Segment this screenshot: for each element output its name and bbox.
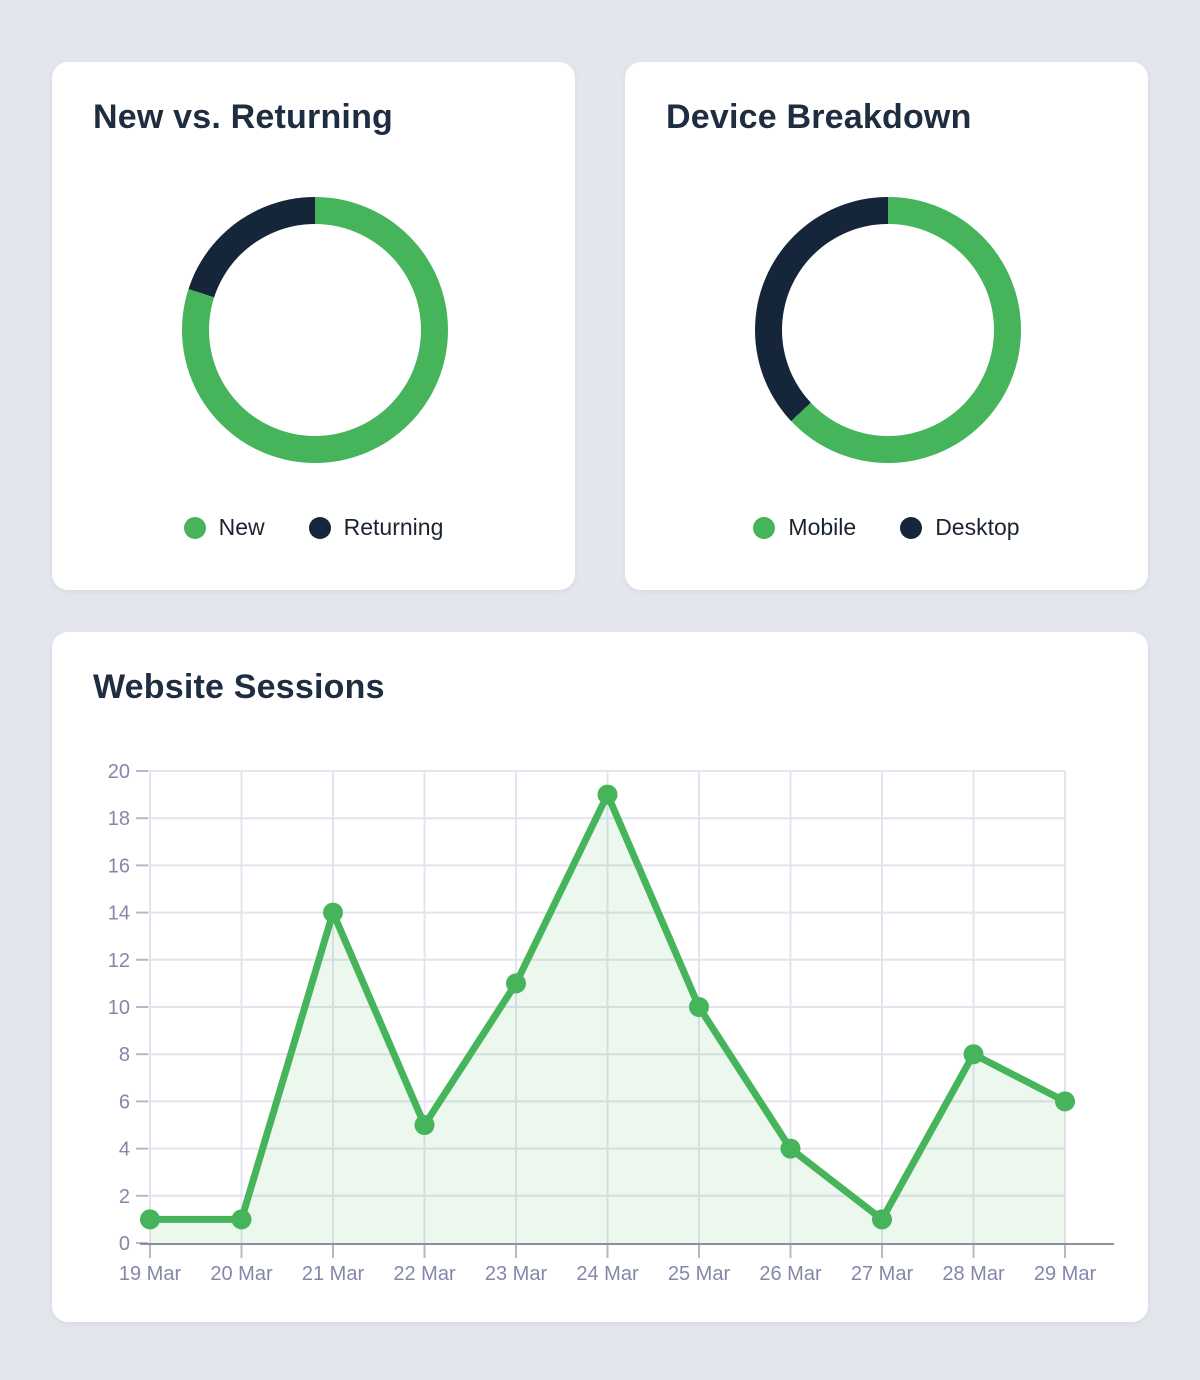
legend-dot-mobile (753, 516, 776, 539)
legend-device-breakdown: Mobile Desktop (625, 514, 1148, 541)
card-device-breakdown: Device Breakdown Mobile Desktop (625, 62, 1148, 590)
svg-text:8: 8 (119, 1044, 130, 1066)
svg-text:0: 0 (119, 1233, 130, 1255)
legend-dot-desktop (900, 516, 923, 539)
svg-text:4: 4 (119, 1139, 130, 1161)
legend-label-desktop: Desktop (935, 514, 1020, 540)
card-new-vs-returning: New vs. Returning New Returning (52, 62, 575, 590)
svg-text:20 Mar: 20 Mar (210, 1263, 273, 1285)
legend-label-returning: Returning (343, 514, 444, 540)
legend-item-mobile: Mobile (753, 514, 856, 541)
donut-chart-device-breakdown (755, 197, 1021, 463)
svg-text:6: 6 (119, 1091, 130, 1113)
svg-text:14: 14 (108, 903, 130, 925)
svg-text:24 Mar: 24 Mar (576, 1263, 639, 1285)
sessions-line-chart-svg: 0 2 4 6 8 10 12 14 16 18 20 19 Mar 20 Mar 21 Mar 22 Ma… (108, 761, 1114, 1285)
legend-item-desktop: Desktop (900, 514, 1020, 541)
svg-text:26 Mar: 26 Mar (759, 1263, 822, 1285)
legend-dot-returning (308, 516, 331, 539)
svg-text:20: 20 (108, 761, 130, 783)
legend-label-mobile: Mobile (788, 514, 857, 540)
card-title-new-vs-returning: New vs. Returning (93, 98, 394, 136)
svg-text:12: 12 (108, 950, 130, 972)
card-website-sessions: Website Sessions 0 2 4 6 8 10 12 14 16 18 20 19 Mar… (52, 632, 1148, 1322)
legend-item-new: New (183, 514, 265, 541)
svg-text:2: 2 (119, 1186, 130, 1208)
svg-text:18: 18 (108, 808, 130, 830)
legend-item-returning: Returning (308, 514, 444, 541)
donut-chart-new-vs-returning (182, 197, 448, 463)
legend-label-new: New (218, 514, 265, 540)
svg-text:21 Mar: 21 Mar (302, 1263, 365, 1285)
svg-text:25 Mar: 25 Mar (668, 1263, 731, 1285)
legend-dot-new (183, 516, 206, 539)
card-title-device-breakdown: Device Breakdown (666, 98, 972, 136)
svg-text:16: 16 (108, 855, 130, 877)
card-title-website-sessions: Website Sessions (93, 668, 385, 706)
svg-text:23 Mar: 23 Mar (485, 1263, 548, 1285)
sessions-line-chart: 0 2 4 6 8 10 12 14 16 18 20 19 Mar 20 Mar 21 Mar 22 Ma… (52, 740, 1148, 1300)
svg-text:19 Mar: 19 Mar (119, 1263, 182, 1285)
svg-text:28 Mar: 28 Mar (942, 1263, 1005, 1285)
svg-text:27 Mar: 27 Mar (851, 1263, 914, 1285)
svg-text:10: 10 (108, 997, 130, 1019)
svg-text:29 Mar: 29 Mar (1034, 1263, 1097, 1285)
svg-text:22 Mar: 22 Mar (393, 1263, 456, 1285)
legend-new-vs-returning: New Returning (52, 514, 575, 541)
